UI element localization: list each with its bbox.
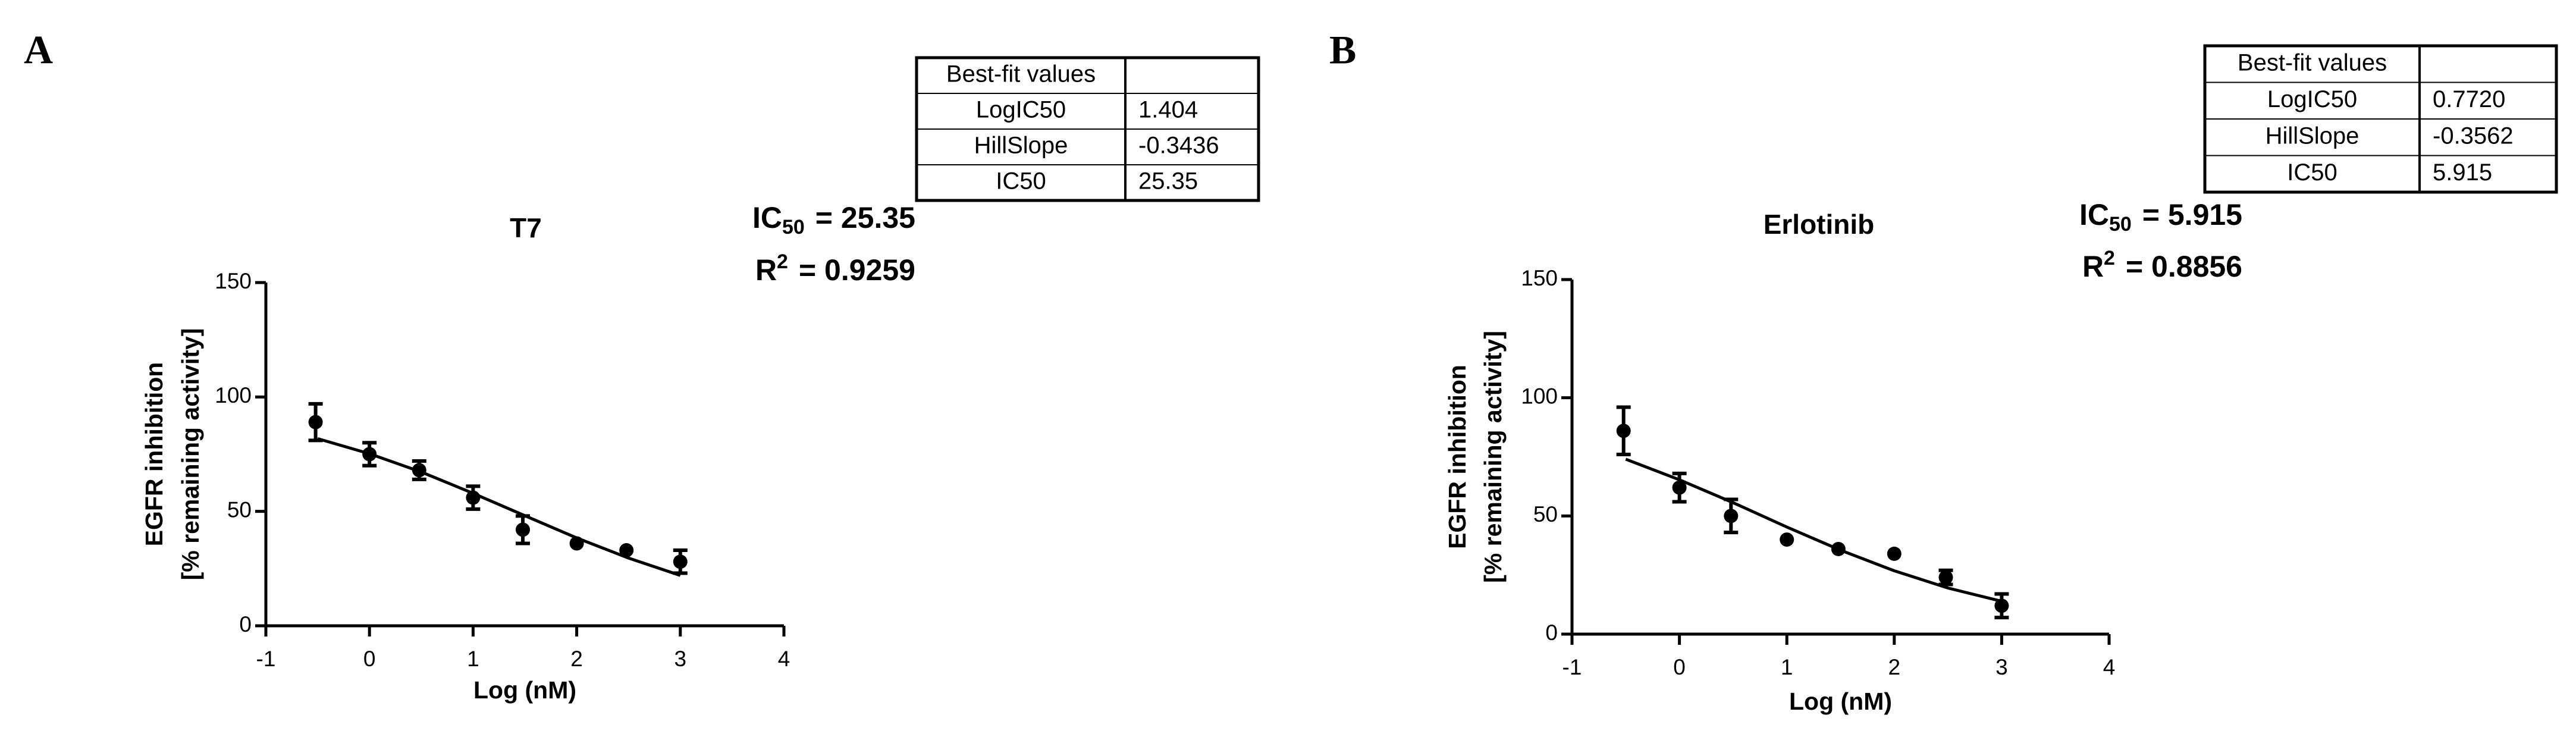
ic50-annotation: IC50 = 25.35: [752, 201, 915, 239]
y-axis-label: [% remaining activity]: [177, 328, 204, 581]
table-param: HillSlope: [2266, 123, 2359, 149]
r2-superscript: 2: [2104, 247, 2115, 269]
table-param: HillSlope: [974, 133, 1068, 159]
panel-label: A: [24, 27, 53, 73]
data-point: [308, 415, 323, 429]
ic50-value: = 5.915: [2142, 198, 2242, 231]
x-tick-label: 1: [1781, 655, 1793, 679]
ic50-value: = 25.35: [815, 201, 915, 234]
fit-curve: [317, 437, 681, 577]
x-tick-label: 1: [467, 647, 479, 671]
data-point: [466, 490, 481, 505]
y-tick-label: 0: [239, 612, 252, 636]
data-point: [619, 543, 634, 558]
x-tick-label: -1: [1562, 655, 1582, 679]
x-axis-label: Log (nM): [473, 676, 576, 704]
table-value: 1.404: [1138, 97, 1198, 123]
data-point: [1616, 424, 1631, 438]
x-tick-label: 0: [1673, 655, 1686, 679]
ic50-symbol: IC: [752, 201, 782, 234]
table-value: 5.915: [2433, 159, 2492, 186]
y-axis-label: [% remaining activity]: [1479, 331, 1507, 583]
r2-symbol: R: [755, 253, 777, 287]
data-point: [516, 522, 531, 537]
x-tick-label: 2: [570, 647, 583, 671]
ic50-subscript: 50: [2109, 213, 2132, 236]
r2-annotation: R2 = 0.9259: [755, 250, 915, 287]
x-tick-label: 3: [1995, 655, 2008, 679]
y-tick-label: 50: [1533, 502, 1558, 526]
data-point: [1672, 480, 1687, 495]
r2-superscript: 2: [777, 250, 788, 273]
ic50-annotation: IC50 = 5.915: [2079, 198, 2242, 236]
chart-title: T7: [510, 212, 542, 243]
x-tick-label: -1: [256, 647, 276, 671]
r2-value: = 0.8856: [2126, 250, 2242, 283]
y-tick-label: 150: [1521, 266, 1558, 290]
data-point: [1724, 509, 1739, 523]
y-tick-label: 100: [215, 383, 252, 407]
data-point: [412, 463, 426, 478]
x-tick-label: 4: [2103, 655, 2116, 679]
x-tick-label: 4: [778, 647, 790, 671]
data-point: [1780, 532, 1794, 547]
ic50-subscript: 50: [782, 216, 805, 239]
table-param: LogIC50: [976, 97, 1066, 123]
r2-value: = 0.9259: [799, 253, 915, 287]
data-point: [362, 447, 377, 462]
chart-title: Erlotinib: [1764, 209, 1875, 240]
y-tick-label: 100: [1521, 384, 1558, 408]
table-param: LogIC50: [2267, 86, 2357, 112]
data-point: [569, 536, 584, 551]
table-value: -0.3436: [1138, 133, 1219, 159]
data-point: [1887, 546, 1902, 561]
x-tick-label: 0: [363, 647, 376, 671]
table-param: IC50: [2287, 159, 2337, 186]
table-header: Best-fit values: [946, 61, 1096, 87]
y-axis-label: EGFR inhibition: [1444, 365, 1471, 549]
y-axis-label: EGFR inhibition: [140, 362, 168, 547]
y-tick-label: 0: [1545, 620, 1558, 645]
data-point: [1938, 570, 1953, 585]
data-point: [673, 554, 688, 569]
r2-annotation: R2 = 0.8856: [2082, 247, 2242, 283]
ic50-symbol: IC: [2079, 198, 2109, 231]
data-point: [1831, 541, 1846, 556]
data-point: [1994, 598, 2009, 613]
x-tick-label: 2: [1888, 655, 1901, 679]
table-header: Best-fit values: [2238, 49, 2387, 76]
y-tick-label: 150: [215, 269, 252, 293]
table-param: IC50: [996, 168, 1046, 195]
x-axis-label: Log (nM): [1789, 688, 1892, 715]
table-value: 0.7720: [2433, 86, 2505, 112]
table-value: -0.3562: [2433, 123, 2514, 149]
x-tick-label: 3: [674, 647, 687, 671]
r2-symbol: R: [2082, 250, 2104, 283]
table-value: 25.35: [1138, 168, 1198, 195]
y-tick-label: 50: [227, 497, 252, 522]
panel-label: B: [1329, 27, 1356, 73]
